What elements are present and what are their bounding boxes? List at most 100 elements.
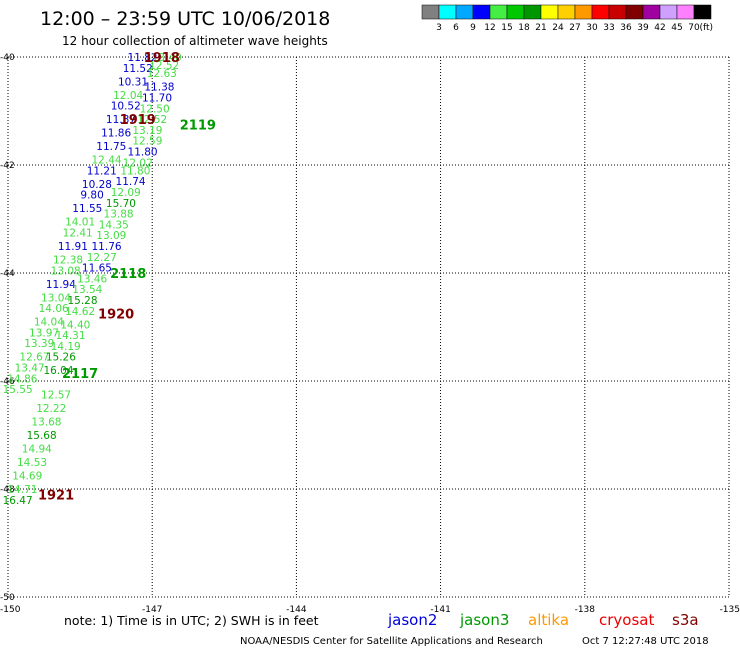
wave-height-color-scale: 3 6 9 12 15 18 21 24 27 30 33 36 39 42 45 70 (ft) [421, 4, 713, 33]
wave-height-label: 10.31 [118, 76, 148, 88]
wave-height-label: 11.65 [82, 263, 112, 275]
wave-height-label: 14.35 [99, 219, 129, 231]
color-scale-swatch [523, 4, 542, 20]
wave-height-label: 11.76 [92, 241, 122, 253]
color-scale-tick: 27 [569, 23, 580, 33]
color-scale-tick: 42 [654, 23, 665, 33]
satellite-jason3-label: jason3 [459, 611, 509, 629]
wave-height-label: 12.44 [92, 155, 122, 167]
satellite-jason2-label: jason2 [387, 611, 437, 629]
footer-note: note: 1) Time is in UTC; 2) SWH is in fe… [64, 613, 319, 628]
wave-height-label: 11.55 [72, 203, 102, 215]
pass-time-label: 2118 [110, 267, 146, 282]
y-tick-label: -42 [0, 161, 15, 171]
pass-labels: 1918 1919 2119 2118 1920 2117 1921 [38, 51, 216, 503]
color-scale-swatch [642, 4, 661, 20]
wave-height-label: 13.08 [51, 265, 81, 277]
x-axis-ticks: -150 -147 -144 -141 -138 -135 [0, 605, 740, 615]
wave-height-label: 13.40 [152, 52, 182, 64]
y-tick-label: -40 [0, 53, 15, 63]
x-tick-label: -138 [575, 605, 596, 615]
wave-height-label: 11.70 [142, 93, 172, 105]
wave-height-label: 11.80 [128, 147, 158, 159]
footer-credit: NOAA/NESDIS Center for Satellite Applica… [240, 636, 543, 647]
wave-height-label: 14.06 [39, 303, 69, 315]
satellite-cryosat-label: cryosat [599, 611, 654, 629]
wave-height-label: 15.26 [46, 352, 76, 364]
chart-title: 12:00 – 23:59 UTC 10/06/2018 [40, 8, 330, 30]
wave-height-label: 13.46 [77, 273, 107, 285]
wave-height-label: 14.71 [7, 484, 37, 496]
wave-height-label: 16.47 [3, 495, 33, 507]
wave-height-label: 11.21 [87, 165, 117, 177]
wave-height-label: 12.67 [19, 352, 49, 364]
y-tick-label: -46 [0, 377, 15, 387]
pass-time-label: 1919 [120, 113, 156, 128]
wave-height-label: 11.91 [58, 241, 88, 253]
y-tick-label: -48 [0, 485, 15, 495]
color-scale-swatch [557, 4, 576, 20]
color-scale-swatch [625, 4, 644, 20]
wave-height-label: 14.53 [17, 457, 47, 469]
wave-height-label: 12.52 [149, 60, 179, 72]
color-scale-swatch [540, 4, 559, 20]
wave-height-label: 14.62 [65, 306, 95, 318]
wave-height-label: 15.70 [106, 198, 136, 210]
chart-subtitle: 12 hour collection of altimeter wave hei… [62, 34, 328, 48]
wave-height-label: 13.47 [15, 363, 45, 375]
color-scale-swatch [591, 4, 610, 20]
wave-height-label: 15.55 [3, 384, 33, 396]
footer-timestamp: Oct 7 12:27:48 UTC 2018 [582, 636, 709, 647]
wave-height-label: 10.52 [111, 101, 141, 113]
color-scale-tick: 21 [535, 23, 546, 33]
color-scale-swatch [506, 4, 525, 20]
wave-height-label: 13.39 [24, 338, 54, 350]
wave-height-label: 15.28 [67, 295, 97, 307]
color-scale-swatch [489, 4, 508, 20]
wave-height-label: 14.01 [65, 217, 95, 229]
wave-height-label: 14.86 [7, 373, 37, 385]
color-scale-tick: 70 [688, 23, 700, 33]
wave-height-label: 11.38 [144, 82, 174, 94]
wave-height-label: 14.40 [60, 319, 90, 331]
pass-time-label: 2119 [180, 119, 216, 134]
wave-height-label: 12.38 [53, 255, 83, 267]
plot-area: -40 -42 -44 -46 -48 -50 -150 -147 -144 -141 -138-… [0, 51, 740, 615]
wave-height-label: 15.68 [27, 430, 57, 442]
color-scale-tick: 39 [637, 23, 649, 33]
wave-height-label: 11.80 [120, 165, 150, 177]
color-scale-swatch [472, 4, 491, 20]
y-tick-label: -44 [0, 269, 15, 279]
wave-height-label: 12.22 [36, 403, 66, 415]
wave-height-label: 11.75 [96, 141, 126, 153]
y-tick-label: -50 [0, 593, 15, 603]
wave-height-label: 12.59 [132, 136, 162, 148]
wave-height-label: 12.52 [137, 114, 167, 126]
color-scale-swatch [421, 4, 440, 20]
wave-height-label: 12.50 [140, 103, 170, 115]
pass-time-label: 2117 [62, 367, 98, 382]
satellite-s3a-label: s3a [672, 611, 699, 629]
color-scale-tick: 36 [620, 23, 632, 33]
wave-height-label: 11.86 [101, 128, 131, 140]
satellite-altika-label: altika [528, 611, 569, 629]
wave-height-label: 9.80 [80, 190, 103, 202]
color-scale-tick: 9 [470, 23, 476, 33]
x-tick-label: -150 [0, 605, 21, 615]
wave-height-label: 13.04 [41, 292, 71, 304]
wave-height-label: 11.82 [128, 52, 158, 64]
color-scale-swatch [693, 4, 712, 20]
color-scale-swatch [574, 4, 593, 20]
color-scale-tick: 33 [603, 23, 614, 33]
satellite-legend: jason2 jason3 altika cryosat s3a [387, 611, 699, 629]
pass-time-label: 1920 [98, 308, 134, 323]
wave-height-label: 13.88 [104, 209, 134, 221]
wave-height-label: 12.41 [63, 228, 93, 240]
pass-time-label: 1918 [144, 51, 180, 66]
color-scale-tick: 18 [518, 23, 530, 33]
wave-height-label: 16.04 [43, 365, 73, 377]
wave-height-label: 10.28 [82, 179, 112, 191]
wave-height-label: 11.94 [46, 279, 76, 291]
grid-lines [7, 56, 730, 598]
color-scale-tick: 6 [453, 23, 459, 33]
